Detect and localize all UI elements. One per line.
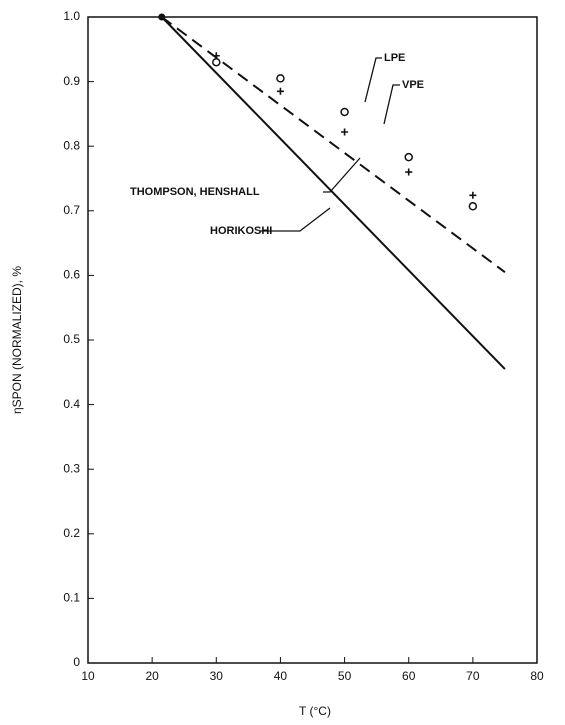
arrow xyxy=(383,84,400,125)
y-tick-label: 0.1 xyxy=(63,591,80,605)
x-tick-label: 60 xyxy=(402,669,416,683)
x-tick-label: 50 xyxy=(338,669,352,683)
y-tick-label: 0.4 xyxy=(63,397,80,411)
line xyxy=(161,16,506,370)
x-tick-label: 10 xyxy=(81,669,95,683)
arrow xyxy=(364,57,382,103)
annotation-arrows xyxy=(260,57,400,232)
line xyxy=(161,16,506,273)
point xyxy=(404,152,413,162)
x-tick-label: 20 xyxy=(145,669,159,683)
x-tick-label: 80 xyxy=(530,669,544,683)
annotation: VPE xyxy=(402,79,424,91)
y-tick-label: 0.8 xyxy=(63,138,80,152)
annotation: HORIKOSHI xyxy=(210,225,272,237)
y-tick-label: 0.5 xyxy=(63,332,80,346)
arrow xyxy=(260,207,331,232)
y-tick-label: 0.9 xyxy=(63,74,80,88)
arrow xyxy=(323,157,361,193)
origin-dot xyxy=(158,13,166,21)
y-tick-label: 0.3 xyxy=(63,461,80,475)
annotation: THOMPSON, HENSHALL xyxy=(130,186,260,198)
point xyxy=(341,128,349,136)
point xyxy=(212,57,221,67)
plot-frame xyxy=(87,16,538,664)
x-tick-label: 70 xyxy=(466,669,480,683)
point xyxy=(276,87,284,95)
point xyxy=(212,52,220,60)
y-axis-label: ηSPON (NORMALIZED), % xyxy=(10,266,24,414)
y-tick-label: 0.2 xyxy=(63,526,80,540)
point xyxy=(469,191,477,199)
x-axis-label: T (°C) xyxy=(299,704,331,718)
point xyxy=(340,107,349,117)
point xyxy=(468,202,478,211)
annotation: LPE xyxy=(384,52,405,64)
y-tick-label: 1.0 xyxy=(63,9,80,23)
point xyxy=(276,74,285,83)
y-tick-label: 0.7 xyxy=(63,203,80,217)
y-tick-label: 0.6 xyxy=(63,268,80,282)
point xyxy=(405,168,413,176)
y-tick-label: 0 xyxy=(73,655,80,669)
x-tick-label: 40 xyxy=(274,669,288,683)
x-tick-label: 30 xyxy=(210,669,224,683)
